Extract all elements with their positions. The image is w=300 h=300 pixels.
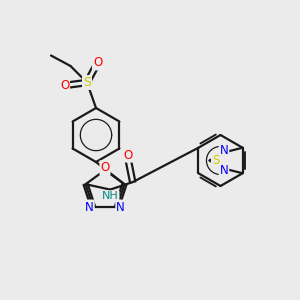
Text: S: S — [212, 154, 219, 167]
Text: NH: NH — [102, 191, 118, 201]
Text: N: N — [220, 164, 228, 177]
Text: O: O — [93, 56, 102, 70]
Text: S: S — [83, 76, 91, 89]
Text: O: O — [100, 161, 109, 174]
Text: N: N — [116, 200, 125, 214]
Text: O: O — [124, 148, 133, 162]
Text: O: O — [60, 79, 69, 92]
Text: N: N — [85, 200, 94, 214]
Text: N: N — [220, 144, 228, 157]
